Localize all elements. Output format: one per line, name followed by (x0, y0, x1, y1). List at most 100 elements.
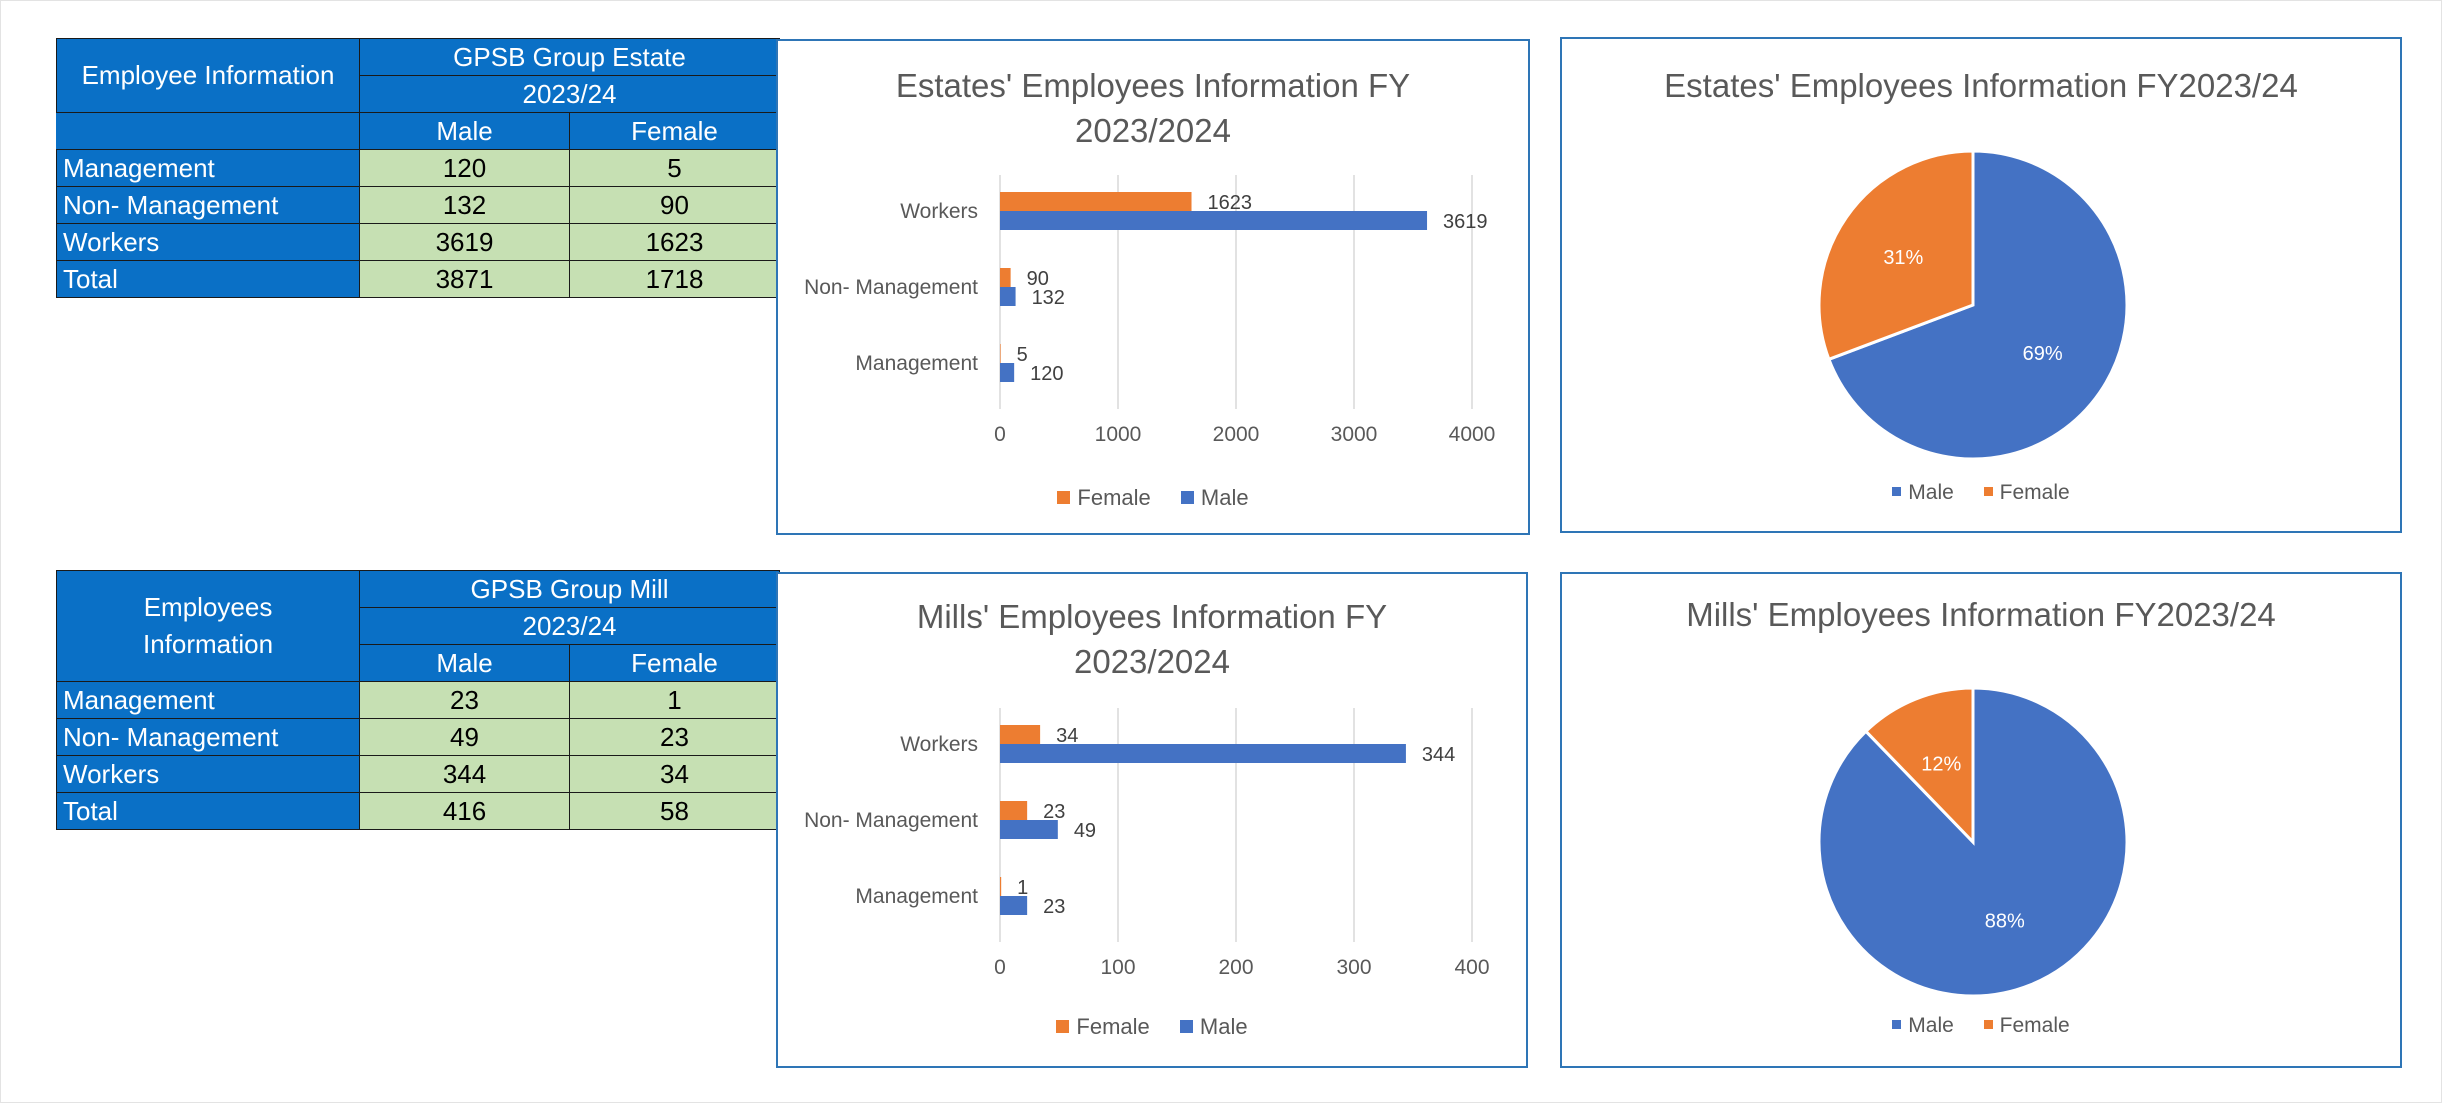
x-tick-label: 0 (994, 423, 1006, 446)
chart-title: Estates' Employees Information FY 2023/2… (895, 67, 1411, 149)
table-row: Total 3871 1718 (55, 260, 781, 298)
row-label: Total (55, 260, 361, 298)
legend-label-male: Male (1908, 481, 1954, 504)
male-cell: 49 (359, 718, 570, 756)
row-label: Total (55, 792, 361, 830)
y-category-label: Non- Management (804, 276, 978, 299)
data-label: 90 (1027, 268, 1049, 290)
table-row: Management 23 1 (55, 681, 781, 719)
table-row: Non- Management 132 90 (55, 186, 781, 224)
mill-bar-chart: Mills' Employees Information FY 2023/202… (776, 572, 1528, 1068)
legend-swatch-male (1180, 490, 1194, 504)
bar-female (1000, 725, 1041, 744)
mill-table-group: GPSB Group Mill (359, 570, 780, 608)
male-cell: 23 (359, 681, 570, 719)
data-label: 23 (1043, 896, 1065, 918)
y-category-label: Management (855, 885, 978, 908)
estate-table-col-female: Female (568, 112, 781, 150)
estate-table-group: GPSB Group Estate (359, 38, 780, 76)
row-label: Non- Management (55, 718, 361, 756)
data-label: 5 (1017, 344, 1028, 366)
data-label: 3619 (1443, 211, 1488, 233)
legend-swatch-female (1057, 490, 1071, 504)
chart-legend: Male Female (1562, 481, 2400, 505)
bar-female (1000, 877, 1002, 896)
legend-item-male: Male (1892, 481, 1954, 505)
bar-female (1000, 801, 1028, 820)
y-category-label: Workers (900, 733, 978, 756)
data-label: 1 (1017, 877, 1028, 899)
legend-label-female: Female (1999, 1014, 2070, 1037)
chart-legend: Female Male (778, 1014, 1526, 1040)
data-label: 23 (1043, 801, 1065, 823)
data-label: 344 (1422, 744, 1455, 766)
male-cell: 120 (359, 149, 570, 187)
table-row: Workers 344 34 (55, 755, 781, 793)
estate-table-corner: Employee Information (55, 38, 361, 113)
legend-label-male: Male (1908, 1014, 1954, 1037)
pie-slice-male (1826, 149, 2129, 461)
legend-item-female: Female (1057, 485, 1151, 511)
pie-data-label: 88% (1985, 911, 2025, 933)
estate-employee-table: Employee Information GPSB Group Estate 2… (55, 38, 781, 298)
row-label: Workers (55, 223, 361, 261)
legend-item-female: Female (1056, 1014, 1150, 1040)
legend-swatch-female (1983, 486, 1993, 496)
estate-pie-chart-plot: 69% 31% (1817, 149, 2129, 461)
legend-swatch-female (1056, 1019, 1070, 1033)
table-row: Management 120 5 (55, 149, 781, 187)
legend-item-female: Female (1983, 481, 2070, 505)
data-label: 120 (1030, 363, 1063, 385)
chart-legend: Female Male (778, 485, 1528, 511)
chart-title: Estates' Employees Information FY2023/24 (1664, 67, 2298, 104)
table-row: Total 416 58 (55, 792, 781, 830)
male-cell: 416 (359, 792, 570, 830)
female-cell: 34 (568, 755, 781, 793)
row-label: Management (55, 149, 361, 187)
row-label: Workers (55, 755, 361, 793)
data-label: 49 (1074, 820, 1096, 842)
x-tick-label: 400 (1454, 956, 1489, 979)
bar-male (1000, 287, 1016, 306)
table-row: Non- Management 49 23 (55, 718, 781, 756)
legend-item-male: Male (1892, 1014, 1954, 1038)
female-cell: 1623 (568, 223, 781, 261)
pie-slice-female (1817, 149, 1975, 362)
x-tick-label: 100 (1100, 956, 1135, 979)
legend-swatch-male (1179, 1019, 1193, 1033)
mill-pie-chart-plot: 88% 12% (1817, 686, 2129, 998)
female-cell: 90 (568, 186, 781, 224)
female-cell: 58 (568, 792, 781, 830)
legend-label-female: Female (1077, 485, 1151, 510)
mill-pie-chart: Mills' Employees Information FY2023/24 8… (1560, 572, 2402, 1068)
estate-bar-chart: Estates' Employees Information FY 2023/2… (776, 39, 1530, 535)
bar-male (1000, 211, 1428, 230)
legend-item-female: Female (1983, 1014, 2070, 1038)
bar-female (1000, 268, 1011, 287)
y-category-label: Management (855, 352, 978, 375)
estate-table-blank (55, 112, 361, 150)
legend-label-male: Male (1199, 1014, 1248, 1039)
legend-label-female: Female (1076, 1014, 1150, 1039)
bar-male (1000, 896, 1028, 915)
mill-table-col-female: Female (568, 644, 781, 682)
mill-employee-table: Employees Information GPSB Group Mill 20… (55, 570, 781, 830)
x-tick-label: 0 (994, 956, 1006, 979)
legend-item-male: Male (1179, 1014, 1248, 1040)
estate-table-col-male: Male (359, 112, 570, 150)
row-label: Management (55, 681, 361, 719)
x-tick-label: 1000 (1095, 423, 1142, 446)
male-cell: 132 (359, 186, 570, 224)
x-tick-label: 3000 (1331, 423, 1378, 446)
bar-female (1000, 192, 1192, 211)
pie-data-label: 31% (1883, 247, 1923, 269)
legend-swatch-female (1983, 1019, 1993, 1029)
x-tick-label: 2000 (1213, 423, 1260, 446)
legend-label-female: Female (1999, 481, 2070, 504)
female-cell: 1718 (568, 260, 781, 298)
chart-title: Mills' Employees Information FY 2023/202… (916, 598, 1388, 680)
pie-slice-female (1863, 686, 1975, 846)
bar-male (1000, 744, 1406, 763)
male-cell: 3619 (359, 223, 570, 261)
male-cell: 344 (359, 755, 570, 793)
